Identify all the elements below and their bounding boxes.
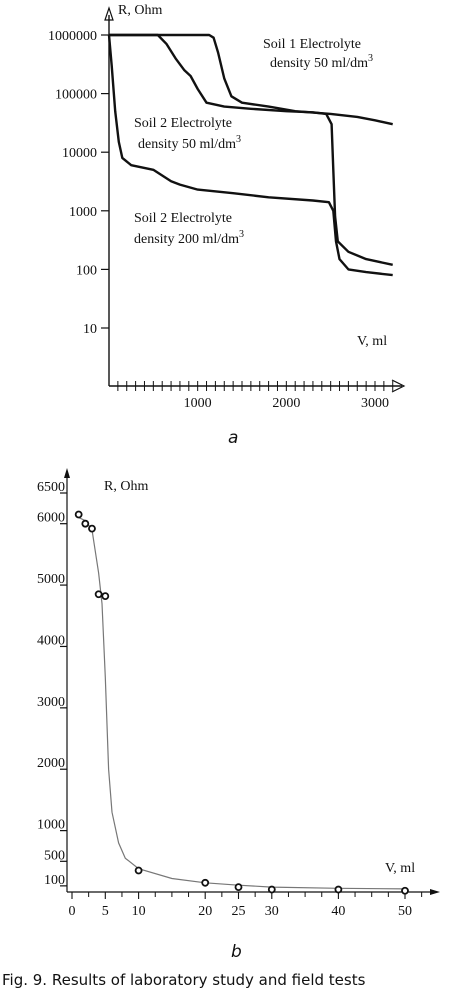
data-point-b [94,590,103,599]
annotation-soil2-200-sup: 3 [239,229,244,240]
annotation-soil2-200-line1: Soil 2 Electrolyte [134,211,232,226]
x-tick-label-b: 40 [331,904,345,919]
y-tick-label-b: 500 [44,848,65,863]
y-tick-label-a: 1000000 [48,29,97,44]
x-tick-label-a: 2000 [272,396,300,411]
figure-caption: Fig. 9. Results of laboratory study and … [2,971,366,988]
y-tick-label-b: 6000 [37,511,65,526]
x-tick-label-b: 25 [232,904,246,919]
x-axis-label-a: V, ml [357,334,387,349]
y-tick-label-a: 100000 [55,88,97,103]
x-axis-label-b: V, ml [385,861,415,876]
x-minor-ticks-a [117,381,394,391]
data-points-b [74,510,409,895]
data-point-b [201,878,210,887]
data-point-b [134,866,143,875]
x-ticks-b: 0 5 10 20 25 30 40 50 [69,892,423,919]
data-point-b [101,592,110,601]
y-tick-label-b: 2000 [37,756,65,771]
panel-label-b: b [231,942,242,962]
x-tick-label-b: 5 [102,904,109,919]
y-ticks-b: 100 500 1000 2000 3000 4000 5000 6000 6500 [37,480,67,888]
y-ticks-a: 10 100 1000 10000 100000 1000000 [48,29,109,337]
y-tick-label-a: 100 [76,263,97,278]
x-tick-label-b: 30 [265,904,279,919]
y-tick-label-b: 3000 [37,695,65,710]
x-tick-label-b: 10 [132,904,146,919]
annotation-soil2-200-line2: density 200 ml/dm3 [134,229,244,247]
annotation-soil2-200: Soil 2 Electrolyte [134,211,232,226]
data-point-b [267,885,276,894]
annotation-soil1-50-line2: density 50 ml/dm3 [270,53,373,71]
fit-curve-path-b [78,517,406,890]
y-tick-label-b: 1000 [37,818,65,833]
data-point-b [74,510,83,519]
fit-curve-b [78,517,406,890]
x-axis-arrow-a [391,379,406,393]
y-tick-label-b: 6500 [37,480,65,495]
panel-b-chart: R, Ohm V, ml 100500100020003000400050006… [37,468,440,962]
annotation-soil2-50: Soil 2 Electrolyte [134,116,232,131]
y-tick-label-a: 10 [83,322,97,337]
x-tick-label-b: 0 [69,904,76,919]
y-tick-label-a: 10000 [62,146,97,161]
y-axis-arrow-b [64,468,70,478]
annotation-soil1-50-sub: density 50 ml/dm [270,56,368,71]
annotation-soil2-50-sub: density 50 ml/dm [138,137,236,152]
x-tick-label-a: 1000 [184,396,212,411]
y-tick-label-b: 4000 [37,633,65,648]
panel-label-a: a [228,428,238,448]
annotation-soil1-50-line1: Soil 1 Electrolyte [263,37,361,52]
data-point-b [88,524,96,533]
annotation-soil2-200-sub: density 200 ml/dm [134,232,239,247]
y-tick-label-a: 1000 [69,205,97,220]
x-tick-label-b: 50 [398,904,412,919]
annotation-soil2-50-line2: density 50 ml/dm3 [138,134,241,152]
annotation-soil1-50-sup: 3 [368,53,373,64]
data-point-b [401,886,409,895]
x-ticks-a: 1000 2000 3000 [184,396,389,411]
series-line-a-1 [109,33,393,126]
y-tick-label-b: 5000 [37,572,65,587]
annotation-soil2-50-line1: Soil 2 Electrolyte [134,116,232,131]
y-axis-label-b: R, Ohm [104,479,148,494]
panel-a-chart: R, Ohm V, ml 10 100 1000 10000 100000 1000000… [48,3,406,448]
series-line-a-3 [107,34,393,277]
series-line-a-2 [109,33,393,266]
x-tick-label-a: 3000 [361,396,389,411]
data-point-b [334,885,343,894]
y-axis-arrow-a [104,6,114,21]
y-axis-label-a: R, Ohm [118,3,162,18]
data-point-b [81,519,90,528]
annotation-soil1-50: Soil 1 Electrolyte [263,37,361,52]
annotation-soil2-50-sup: 3 [236,134,241,145]
x-axis-arrow-b [430,889,440,895]
x-tick-label-b: 20 [198,904,212,919]
data-point-b [234,883,243,891]
y-tick-label-b: 100 [44,873,65,888]
series-lines-a [107,33,393,277]
